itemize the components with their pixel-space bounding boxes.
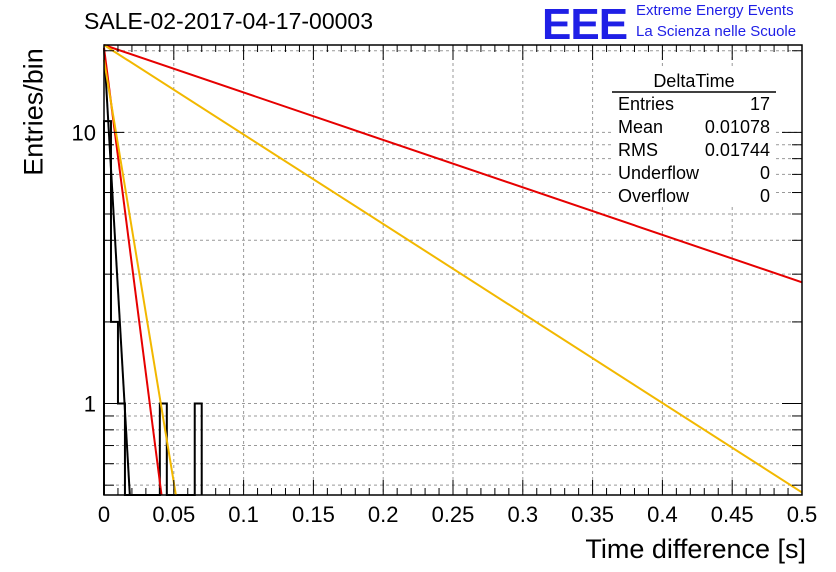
x-tick-label: 0.5 — [787, 502, 818, 527]
y-axis-label: Entries/bin — [18, 48, 49, 176]
stats-value: 0.01744 — [705, 140, 770, 160]
stats-value: 0 — [760, 163, 770, 183]
x-tick-label: 0.05 — [152, 502, 195, 527]
stats-value: 0.01078 — [705, 117, 770, 137]
stats-label: Mean — [618, 117, 663, 137]
stats-label: Entries — [618, 94, 674, 114]
x-tick-labels: 0 0.05 0.1 0.15 0.2 0.25 0.3 0.35 0.4 0.45 0.5 — [98, 502, 817, 527]
eee-logo: EEE — [542, 0, 628, 49]
axis-ticks — [103, 45, 803, 495]
logo-line-1: Extreme Energy Events — [636, 2, 794, 19]
x-tick-label: 0.4 — [647, 502, 678, 527]
stats-box: DeltaTime Entries 17 Mean 0.01078 RMS 0.01744U… — [612, 68, 776, 206]
series-line-2 — [103, 59, 177, 496]
x-tick-label: 0.1 — [228, 502, 259, 527]
stats-value: 17 — [750, 94, 770, 114]
y-tick-labels: 1 10 — [72, 120, 96, 416]
series-line-4 — [103, 44, 803, 494]
stats-label: Underflow — [618, 163, 700, 183]
stats-background — [612, 68, 776, 206]
y-tick-label: 10 — [72, 120, 96, 145]
stats-value: 0 — [760, 186, 770, 206]
series-line-3 — [103, 44, 803, 284]
y-tick-label: 1 — [84, 392, 96, 417]
stats-label: RMS — [618, 140, 658, 160]
x-tick-label: 0 — [98, 502, 110, 527]
x-tick-label: 0.45 — [711, 502, 754, 527]
x-tick-label: 0.35 — [571, 502, 614, 527]
x-axis-label: Time difference [s] — [585, 534, 806, 564]
chart-title: SALE-02-2017-04-17-00003 — [84, 8, 373, 34]
stats-name: DeltaTime — [653, 71, 734, 91]
stats-label: Overflow — [618, 186, 690, 206]
logo-line-2: La Scienza nelle Scuole — [636, 23, 797, 40]
x-tick-label: 0.15 — [292, 502, 335, 527]
x-tick-label: 0.25 — [432, 502, 475, 527]
x-tick-label: 0.3 — [508, 502, 539, 527]
grid — [104, 45, 802, 495]
x-tick-label: 0.2 — [368, 502, 399, 527]
series-line-0 — [103, 47, 131, 496]
